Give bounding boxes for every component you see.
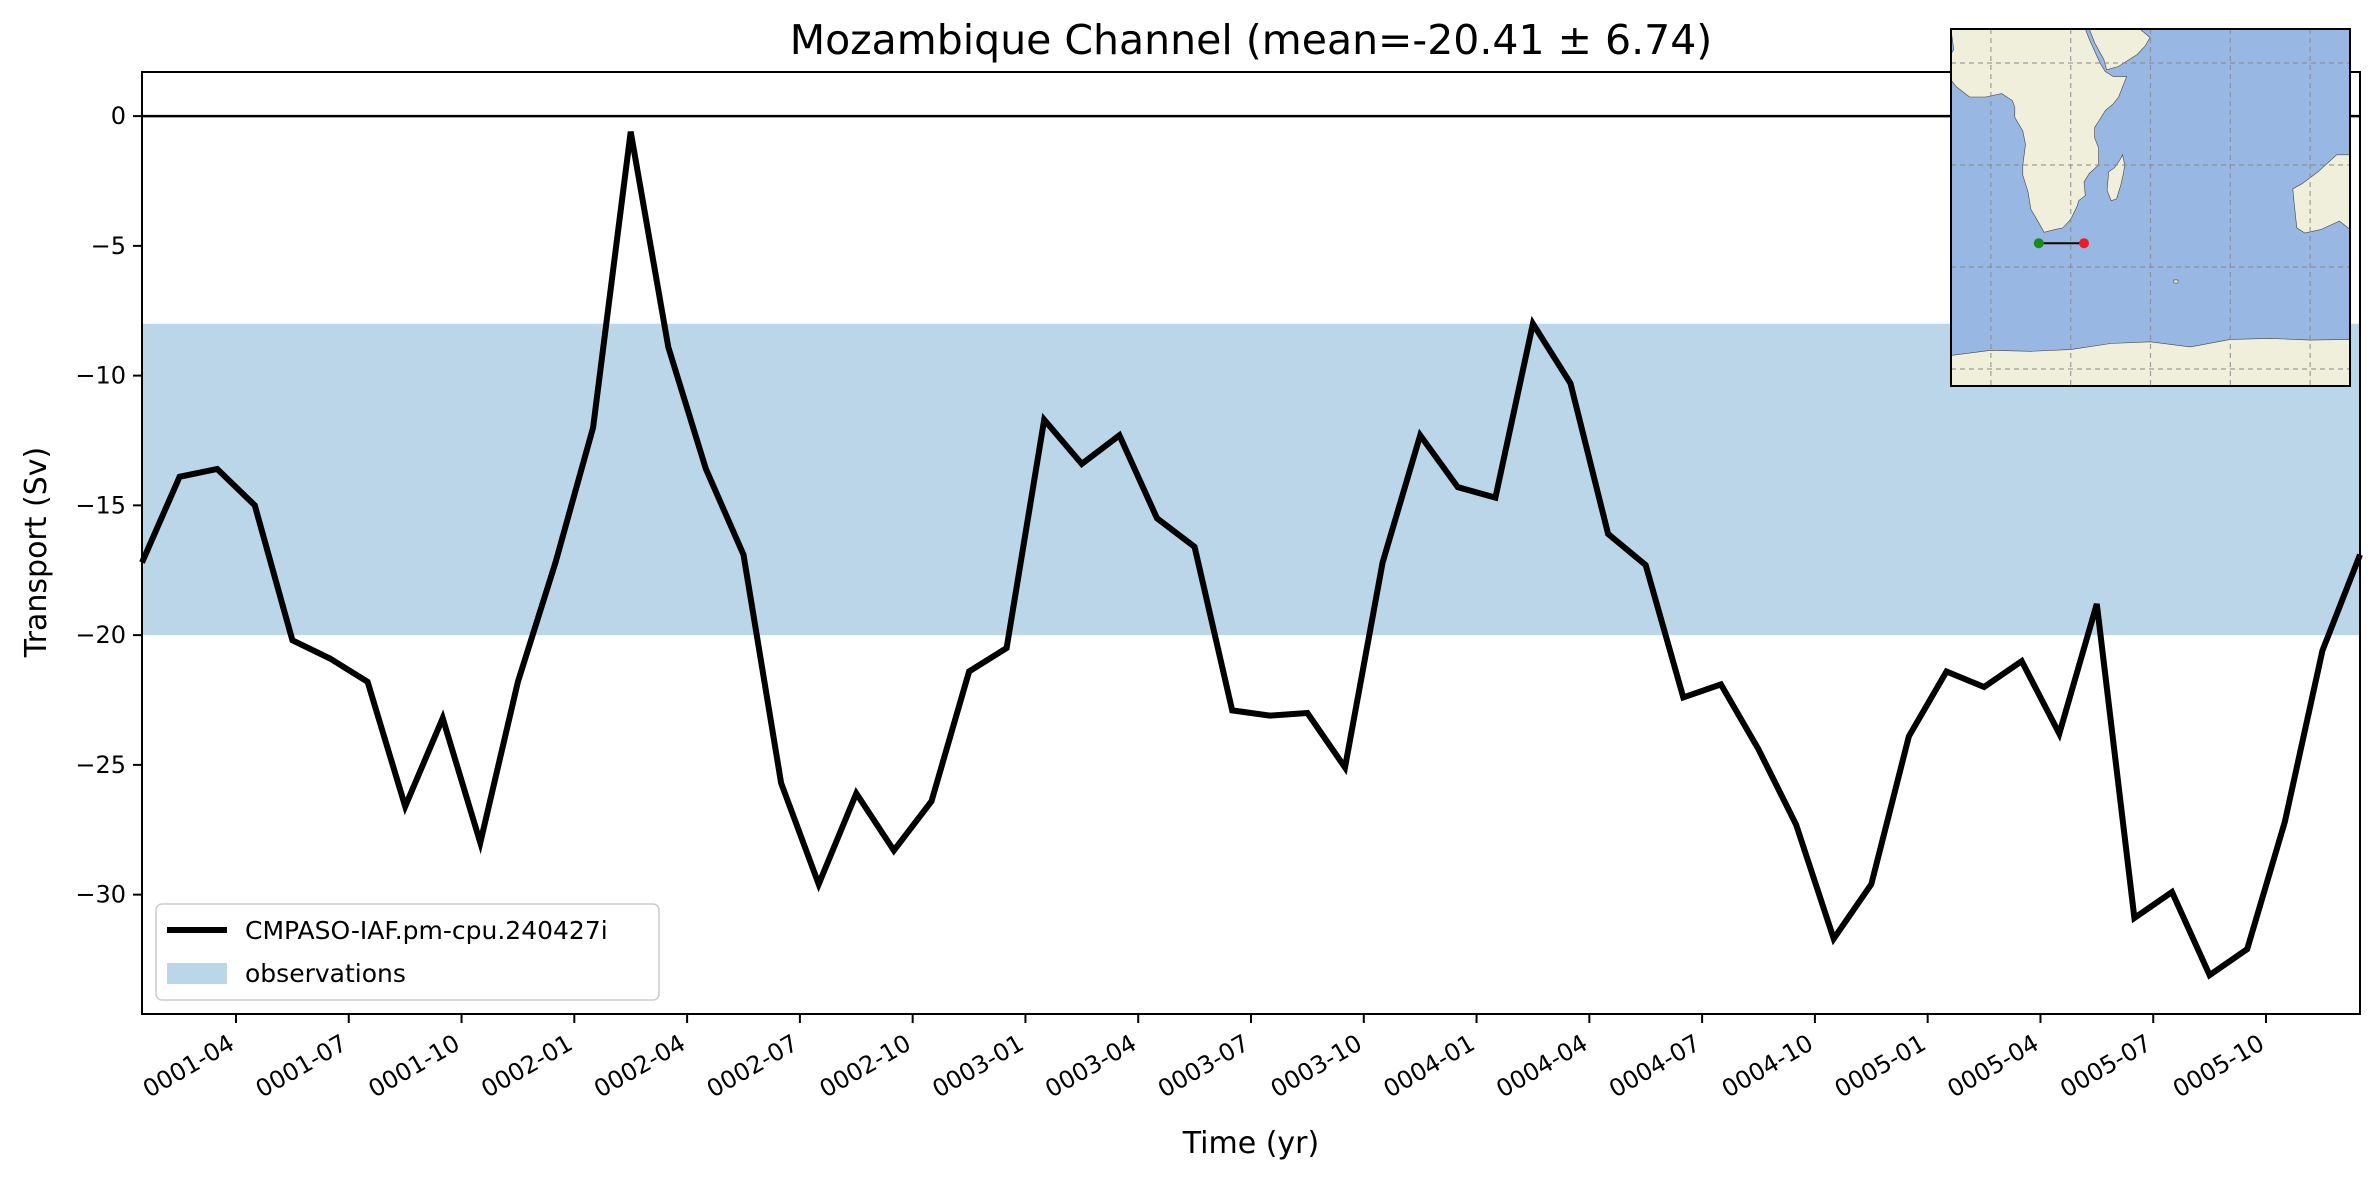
legend-box — [155, 903, 660, 1001]
x-tick-label: 0004-01 — [1379, 1029, 1480, 1103]
x-tick-label: 0005-07 — [2055, 1029, 2156, 1103]
series-line — [139, 131, 2363, 980]
x-tick-label: 0005-10 — [2168, 1029, 2269, 1103]
x-tick-label: 0003-07 — [1153, 1029, 1254, 1103]
section-start-point — [2033, 238, 2044, 249]
chart-title: Mozambique Channel (mean=-20.41 ± 6.74) — [790, 16, 1713, 64]
australia-land — [2292, 154, 2350, 234]
legend-band-swatch — [167, 963, 227, 984]
legend-label-observations: observations — [245, 959, 406, 988]
x-tick-label: 0002-07 — [702, 1029, 803, 1103]
y-tick-label: −10 — [75, 362, 126, 390]
y-tick-label: −25 — [75, 751, 126, 779]
x-tick-label: 0004-07 — [1604, 1029, 1705, 1103]
inset-map — [1950, 28, 2351, 387]
x-tick-label: 0003-04 — [1040, 1029, 1141, 1103]
x-tick-label: 0002-10 — [815, 1029, 916, 1103]
inset-frame — [1950, 28, 2351, 387]
section-end-point — [2079, 238, 2089, 249]
x-tick-label: 0001-07 — [251, 1029, 352, 1103]
legend: CMPASO-IAF.pm-cpu.240427i observations — [155, 903, 660, 1001]
x-tick-label: 0003-01 — [928, 1029, 1029, 1103]
arabia-land — [2084, 29, 2151, 71]
x-tick-label: 0001-04 — [138, 1029, 239, 1103]
y-tick-label: 0 — [111, 102, 126, 130]
x-tick-label: 0004-10 — [1717, 1029, 1818, 1103]
x-axis-label: Time (yr) — [1182, 1126, 1319, 1161]
x-tick-label: 0002-01 — [476, 1029, 577, 1103]
x-tick-label: 0001-10 — [364, 1029, 465, 1103]
y-tick-label: −20 — [75, 621, 126, 649]
x-tick-label: 0003-10 — [1266, 1029, 1367, 1103]
legend-label-series: CMPASO-IAF.pm-cpu.240427i — [245, 916, 608, 945]
y-tick-label: −15 — [75, 491, 126, 519]
x-tick-label: 0005-01 — [1830, 1029, 1931, 1103]
africa-land — [1951, 29, 2128, 233]
y-axis-label: Transport (Sv) — [19, 447, 54, 659]
kerguelen-land — [2173, 279, 2179, 284]
inset-map-content — [1951, 29, 2350, 386]
y-tick-label: −5 — [91, 232, 126, 260]
x-tick-label: 0005-04 — [1943, 1029, 2044, 1103]
y-tick-label: −30 — [75, 881, 126, 909]
x-tick-label: 0004-04 — [1491, 1029, 1592, 1103]
x-tick-label: 0002-04 — [589, 1029, 690, 1103]
